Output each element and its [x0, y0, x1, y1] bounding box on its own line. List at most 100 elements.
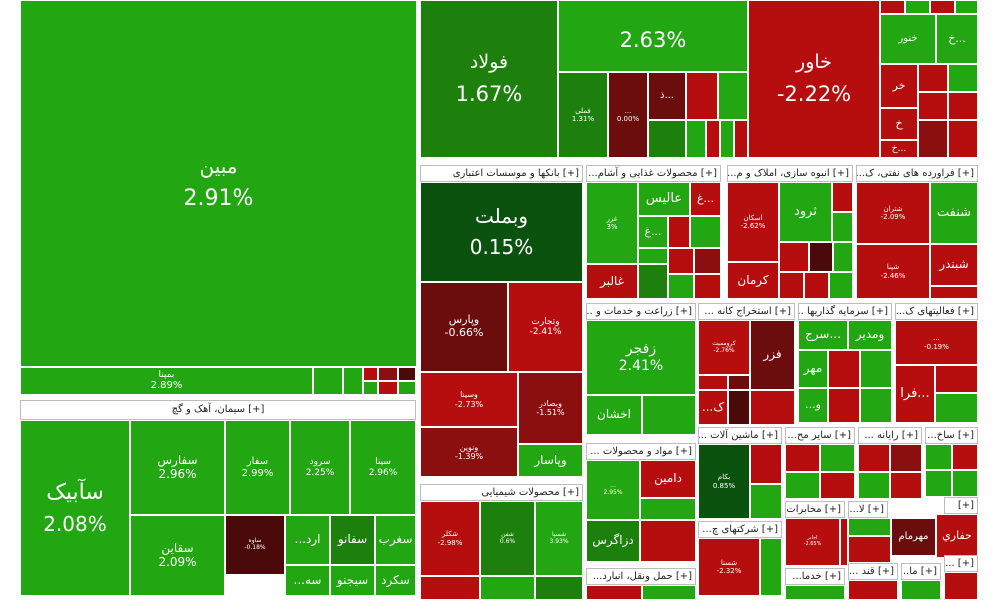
sector-header[interactable]: [+] محصولات شیمیایی [420, 484, 583, 501]
stock-tile[interactable]: مبین 2.91% [20, 0, 417, 367]
sector-header[interactable]: [+] سایر مح... [785, 427, 855, 444]
stock-tile[interactable] [785, 472, 820, 499]
stock-tile[interactable]: ... 0.00% [608, 72, 648, 158]
stock-tile[interactable] [840, 518, 848, 566]
stock-tile[interactable]: سرود 2.25% [290, 420, 350, 515]
stock-tile[interactable] [848, 518, 891, 536]
stock-tile[interactable]: سرج... [798, 320, 848, 350]
sector-header[interactable]: [+] ما... [901, 563, 941, 580]
stock-tile[interactable] [760, 538, 782, 596]
stock-tile[interactable] [785, 566, 845, 568]
stock-tile[interactable]: فملی 1.31% [558, 72, 608, 158]
sector-header[interactable]: [+] شرکتهای چ... [698, 521, 782, 538]
stock-tile[interactable] [948, 120, 978, 158]
sector-header[interactable]: [+] انبوه سازی، املاک و م... [727, 165, 853, 182]
stock-tile[interactable] [918, 64, 948, 92]
stock-tile[interactable] [779, 242, 809, 272]
stock-tile[interactable]: ساوه -0.18% [225, 515, 285, 575]
stock-tile[interactable]: غ... [690, 182, 721, 216]
stock-tile[interactable] [890, 444, 922, 472]
stock-tile[interactable] [668, 248, 694, 274]
stock-tile[interactable]: شفن 0.6% [480, 501, 535, 576]
stock-tile[interactable] [363, 381, 378, 395]
stock-tile[interactable] [642, 585, 696, 600]
stock-tile[interactable] [955, 0, 978, 14]
stock-tile[interactable] [586, 585, 642, 600]
sector-header[interactable]: [+] زراعت و خدمات و ... [586, 303, 696, 320]
stock-tile[interactable]: ثرود [779, 182, 832, 242]
stock-tile[interactable] [828, 388, 860, 423]
stock-tile[interactable] [668, 274, 694, 299]
stock-tile[interactable] [880, 0, 905, 14]
stock-tile[interactable] [690, 216, 721, 248]
stock-tile[interactable] [809, 242, 833, 272]
stock-tile[interactable]: غ... [638, 216, 668, 248]
stock-tile[interactable] [694, 248, 721, 274]
sector-header[interactable]: [+] فعالیتهای ک... [895, 303, 978, 320]
sector-header[interactable]: [+] قند ... [848, 563, 898, 580]
stock-tile[interactable] [948, 92, 978, 120]
stock-tile[interactable]: مهرمام [891, 518, 936, 556]
stock-tile[interactable] [930, 0, 955, 14]
stock-tile[interactable] [313, 367, 343, 395]
stock-tile[interactable]: اخشان [586, 395, 642, 435]
stock-tile[interactable] [720, 120, 734, 158]
sector-header[interactable]: [+] ماشین آلات ... [698, 427, 782, 444]
stock-tile[interactable]: عالیس [638, 182, 690, 216]
stock-tile[interactable]: کروممیت -2.76% [698, 320, 750, 375]
stock-tile[interactable] [832, 182, 853, 212]
stock-tile[interactable] [750, 444, 782, 484]
stock-tile[interactable]: خاور -2.22% [748, 0, 880, 158]
stock-tile[interactable]: کرمان [727, 262, 779, 299]
stock-tile[interactable]: ... 2.95% [586, 460, 640, 520]
stock-tile[interactable] [706, 120, 720, 158]
stock-tile[interactable]: ...ارد [285, 515, 330, 565]
stock-tile[interactable] [905, 0, 930, 14]
sector-header[interactable]: [+] لا... [848, 501, 888, 518]
stock-tile[interactable] [918, 120, 948, 158]
stock-tile[interactable] [829, 272, 853, 299]
stock-tile[interactable]: سآبیک 2.08% [20, 420, 130, 596]
stock-tile[interactable] [728, 375, 750, 390]
stock-tile[interactable]: وتجارت -2.41% [508, 282, 583, 372]
stock-tile[interactable] [734, 120, 748, 158]
stock-tile[interactable] [638, 264, 668, 299]
stock-tile[interactable] [952, 444, 978, 470]
stock-tile[interactable]: زفجر 2.41% [586, 320, 696, 395]
stock-tile[interactable]: فولاد 1.67% [420, 0, 558, 158]
stock-tile[interactable] [420, 576, 480, 600]
stock-tile[interactable]: خ [880, 108, 918, 140]
stock-tile[interactable]: ... -0.19% [895, 320, 978, 365]
stock-tile[interactable] [848, 536, 891, 563]
stock-tile[interactable] [398, 367, 416, 381]
stock-tile[interactable] [948, 64, 978, 92]
stock-tile[interactable] [668, 216, 690, 248]
stock-tile[interactable] [698, 375, 728, 390]
stock-tile[interactable] [718, 72, 748, 120]
stock-tile[interactable]: 2.63% [558, 0, 748, 72]
stock-tile[interactable] [930, 286, 978, 299]
stock-tile[interactable]: وبملت 0.15% [420, 182, 583, 282]
stock-tile[interactable] [642, 395, 696, 435]
stock-tile[interactable] [833, 242, 853, 272]
stock-tile[interactable]: شستا -2.32% [698, 538, 760, 596]
stock-tile[interactable] [694, 274, 721, 299]
stock-tile[interactable]: وپارس -0.66% [420, 282, 508, 372]
sector-header[interactable]: [+] سیمان، آهک و گچ [20, 400, 416, 420]
stock-tile[interactable]: شپنا -2.46% [856, 244, 930, 299]
stock-tile[interactable]: غزر 3% [586, 182, 638, 264]
sector-header[interactable]: [+] حمل ونقل، انبارد... [586, 568, 696, 585]
stock-tile[interactable] [480, 576, 535, 600]
stock-tile[interactable] [638, 248, 668, 264]
stock-tile[interactable]: شکلر -2.98% [420, 501, 480, 576]
stock-tile[interactable]: بکام 0.85% [698, 444, 750, 519]
stock-tile[interactable] [648, 120, 686, 158]
sector-header[interactable]: [+] محصولات غذایی و آشام... [586, 165, 721, 182]
stock-tile[interactable] [535, 576, 583, 600]
stock-tile[interactable]: سینا 2.96% [350, 420, 416, 515]
stock-tile[interactable] [925, 470, 952, 497]
stock-tile[interactable] [750, 390, 795, 425]
stock-tile[interactable] [925, 444, 952, 470]
stock-tile[interactable]: شسپا 3.93% [535, 501, 583, 576]
stock-tile[interactable] [832, 212, 853, 242]
